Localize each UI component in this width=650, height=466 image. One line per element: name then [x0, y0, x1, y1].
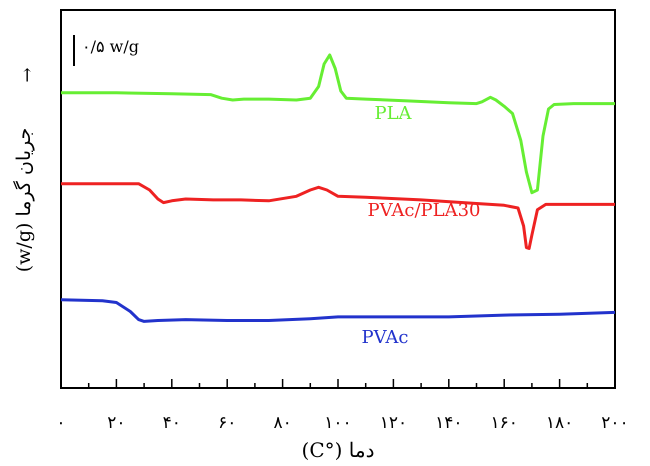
- y-axis-arrow-group: →: [17, 67, 38, 82]
- x-tick-label: ۱۶۰: [490, 413, 517, 433]
- series-label: PLA: [374, 103, 412, 124]
- x-tick-label: ۲۰۰: [601, 413, 628, 433]
- series-lines: [60, 53, 616, 323]
- x-tick-label: ۱۰۰: [324, 413, 351, 433]
- x-tick-label: ۰: [56, 413, 65, 433]
- scale-bar-label: ۰/۵ w/g: [82, 37, 139, 56]
- x-tick-label: ۶۰: [218, 413, 236, 433]
- x-tick-label: ۱۲۰: [380, 413, 407, 433]
- series-line-1: [61, 182, 615, 250]
- x-axis-ticks: [60, 379, 616, 388]
- x-tick-label: ۱۴۰: [435, 413, 462, 433]
- series-label: PVAc: [362, 327, 409, 348]
- y-axis-label: جریان گرما (w/g): [12, 128, 35, 273]
- x-tick-label: ۲۰: [107, 413, 125, 433]
- y-axis-label-group: جریان گرما (w/g): [12, 128, 35, 273]
- series-line-0: [61, 53, 615, 195]
- x-tick-label: ۱۸۰: [546, 413, 573, 433]
- x-tick-label: ۴۰: [163, 413, 181, 433]
- series-label: PVAc/PLA30: [367, 200, 480, 221]
- y-axis-arrow: →: [17, 67, 38, 82]
- x-axis-label: دما (°C): [302, 438, 375, 462]
- plot-frame: [60, 9, 616, 389]
- x-tick-label: ۸۰: [273, 413, 291, 433]
- series-labels: PLA PVAc/PLA30 PVAc: [362, 103, 481, 348]
- x-axis-tick-labels: ۰ ۲۰ ۴۰ ۶۰ ۸۰ ۱۰۰ ۱۲۰ ۱۴۰ ۱۶۰ ۱۸۰ ۲۰۰: [56, 413, 628, 433]
- series-line-2: [60, 298, 616, 323]
